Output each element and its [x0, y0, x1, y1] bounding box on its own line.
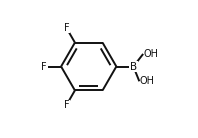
Text: OH: OH	[144, 49, 159, 59]
Text: F: F	[64, 100, 69, 110]
Text: B: B	[130, 62, 137, 71]
Text: F: F	[41, 62, 47, 71]
Text: OH: OH	[140, 76, 155, 86]
Text: F: F	[64, 23, 69, 33]
